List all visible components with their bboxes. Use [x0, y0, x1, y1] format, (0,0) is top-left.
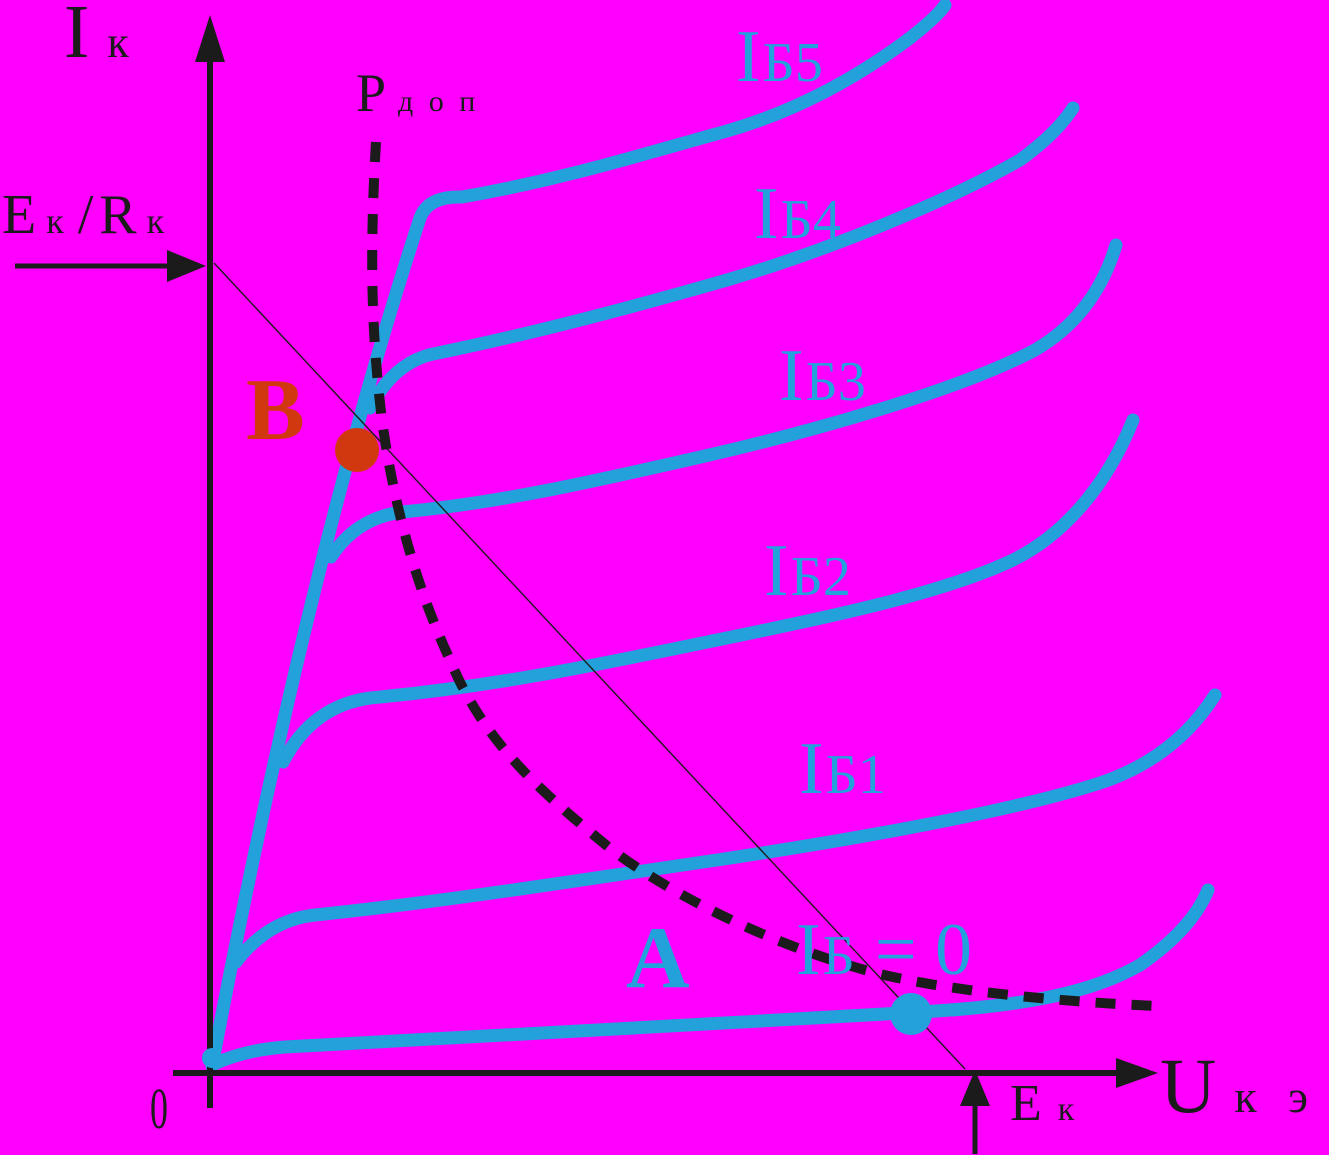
x-axis-label-sub: к э: [1234, 1071, 1318, 1122]
curve-label-ib0-sub: Б: [822, 925, 855, 987]
curve-label-ib4-main: I: [754, 173, 779, 255]
ek-label-sub: к: [1057, 1091, 1075, 1128]
curve-label-ib4: IБ4: [754, 177, 841, 251]
point-b-label: B: [246, 362, 305, 459]
curve-label-ib1-main: I: [799, 728, 824, 810]
curve-ib4: [363, 101, 1080, 415]
curve-ib2: [276, 413, 1140, 769]
curve-label-ib4-sub: Б4: [780, 189, 841, 251]
point-a-dot: [890, 993, 932, 1035]
curve-label-ib5-main: I: [736, 16, 761, 98]
curve-label-ib1-sub: Б1: [825, 744, 886, 806]
supply-label-r: R: [99, 184, 137, 246]
power-label-main: Р: [356, 63, 387, 123]
curve-ib0: [207, 883, 1215, 1071]
origin-dot: [202, 1048, 222, 1068]
x-axis-label-main: U: [1160, 1042, 1217, 1129]
origin-label: 0: [150, 1076, 168, 1141]
curve-ib1: [229, 688, 1222, 969]
supply-intercept-arrowhead-icon: [167, 250, 206, 282]
curve-ib5-and-saturation-line: [205, 0, 952, 1073]
y-axis-label-sub: к: [107, 18, 129, 67]
curve-ib3: [324, 238, 1123, 564]
point-b-dot: [335, 428, 379, 472]
ek-label-main: E: [1010, 1075, 1042, 1132]
x-axis-arrowhead-icon: [1116, 1058, 1158, 1088]
curve-label-ib1: IБ1: [799, 732, 886, 806]
curve-label-ib5: IБ5: [736, 20, 823, 94]
supply-label-slash: /: [77, 184, 94, 246]
supply-label-r-sub: к: [146, 201, 165, 241]
supply-label-e: E: [2, 184, 37, 246]
y-axis-label-main: I: [64, 0, 90, 74]
point-a-label: A: [626, 910, 690, 1007]
curve-label-ib3-sub: Б3: [805, 351, 866, 413]
curve-label-ib0-rest: = 0: [874, 909, 973, 991]
curve-label-ib5-sub: Б5: [762, 32, 823, 94]
curve-label-ib3: IБ3: [779, 339, 866, 413]
curve-label-ib2: IБ2: [764, 534, 851, 608]
y-axis-arrowhead-icon: [195, 15, 225, 62]
curve-label-ib3-main: I: [779, 335, 804, 417]
power-label-sub: д о п: [398, 85, 480, 118]
curve-label-ib2-sub: Б2: [790, 546, 851, 608]
curve-label-ib0-main: I: [796, 909, 821, 991]
load-line: [213, 262, 966, 1070]
curve-label-ib0: IБ = 0: [796, 913, 972, 987]
supply-label-e-sub: к: [46, 201, 64, 241]
curve-label-ib2-main: I: [764, 530, 789, 612]
ek-marker-arrowhead-icon: [960, 1070, 990, 1106]
